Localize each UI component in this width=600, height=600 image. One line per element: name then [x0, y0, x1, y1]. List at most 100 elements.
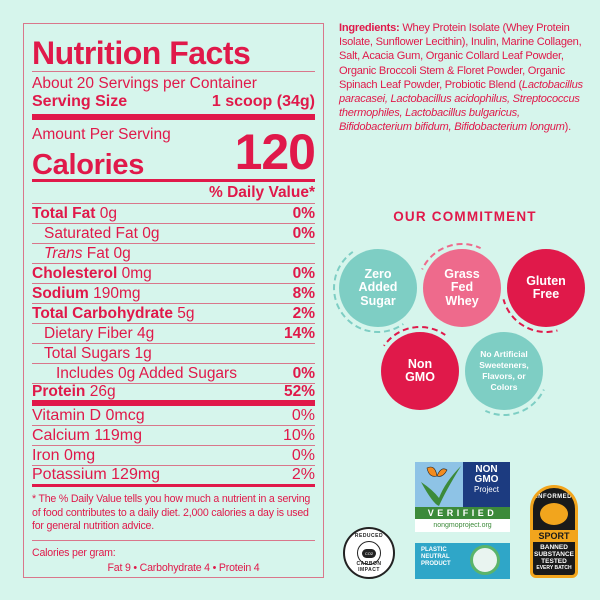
plastic-neutral-product-badge: PLASTIC NEUTRAL PRODUCT	[415, 543, 510, 579]
informed-sport-label: SPORT	[533, 530, 575, 542]
ingredients-end: ).	[564, 121, 572, 134]
plastic-line3: PRODUCT	[421, 561, 451, 567]
nutrient-amount: 26g	[89, 383, 116, 400]
commitment-label: No Artificial Sweeteners, Flavors, or Co…	[479, 349, 529, 392]
nutrient-amount: 1g	[134, 344, 152, 362]
informed-sport-badge: INFORMED SPORT BANNED SUBSTANCE TESTED E…	[530, 485, 578, 578]
plastic-line1: PLASTIC	[421, 547, 447, 553]
micronutrient-name: Vitamin D	[32, 406, 102, 424]
nutrient-name: Includes 0g Added Sugars	[56, 364, 237, 382]
nutrient-name: Trans	[44, 244, 83, 262]
globe-person-icon	[470, 545, 500, 575]
nutrient-dv: 0%	[292, 204, 315, 222]
carbon-top-text: REDUCED	[354, 533, 384, 539]
micronutrient-dv: 10%	[282, 426, 315, 444]
amount-per-serving-label: Amount Per Serving	[32, 126, 171, 143]
nongmo-line2: GMO	[474, 474, 499, 485]
nongmo-url: nongmoproject.org	[433, 522, 492, 529]
micronutrient-name: Calcium	[32, 426, 90, 444]
ingredients-label: Ingredients:	[339, 22, 400, 34]
nongmo-line3: Project	[474, 485, 499, 494]
nutrient-amount: 4g	[137, 324, 155, 342]
micronutrient-row-iron: Iron 0mg 0%	[32, 446, 315, 466]
informed-line3: TESTED	[541, 558, 567, 565]
nongmo-line1: NON	[475, 464, 498, 475]
nutrient-name-suffix: Fat	[86, 244, 110, 262]
micronutrient-amount: 129mg	[111, 466, 161, 483]
nutrient-row-total-fat: Total Fat 0g 0%	[32, 204, 315, 224]
micronutrient-row-potassium: Potassium 129mg 2%	[32, 466, 315, 487]
informed-line2: SUBSTANCE	[534, 551, 574, 558]
serving-size-label: Serving Size	[32, 93, 128, 110]
commitment-label: Grass Fed Whey	[444, 266, 480, 308]
calories-per-gram-label: Calories per gram:	[32, 546, 116, 559]
nutrient-row-total-carbohydrate: Total Carbohydrate 5g 2%	[32, 304, 315, 324]
informed-z-logo-icon	[540, 503, 568, 525]
nutrient-dv: 14%	[283, 324, 315, 342]
commitment-non-gmo: Non GMO	[381, 332, 459, 410]
commitment-gluten-free: Gluten Free	[507, 249, 585, 327]
nutrient-name: Sodium	[32, 284, 89, 302]
butterfly-leaf-icon	[415, 462, 463, 507]
commitment-label: Zero Added Sugar	[358, 266, 398, 308]
calories-value: 120	[234, 124, 316, 180]
micronutrient-amount: 0mcg	[105, 406, 145, 424]
nutrient-amount: 190mg	[93, 284, 141, 302]
nutrient-dv: 52%	[283, 383, 315, 400]
commitment-no-artificial: No Artificial Sweeteners, Flavors, or Co…	[465, 332, 543, 410]
nutrient-dv: 2%	[292, 304, 315, 322]
nutrient-row-dietary-fiber: Dietary Fiber 4g 14%	[32, 324, 315, 344]
non-gmo-project-verified-badge: NON GMO Project VERIFIED nongmoproject.o…	[415, 462, 510, 532]
nutrient-amount: 0mg	[121, 264, 152, 282]
commitment-title: OUR COMMITMENT	[393, 209, 537, 224]
nutrient-row-added-sugars: Includes 0g Added Sugars 0%	[32, 364, 315, 384]
carbon-bottom-text: CARBON IMPACT	[356, 561, 382, 573]
nutrient-row-total-sugars: Total Sugars 1g	[32, 344, 315, 364]
commitment-label: Non GMO	[405, 356, 435, 384]
calories-label: Calories	[32, 149, 145, 181]
co2-cloud-icon: CO2	[357, 541, 381, 565]
serving-size-row: Serving Size 1 scoop (34g)	[32, 93, 315, 120]
calories-block: Amount Per Serving Calories 120	[32, 120, 316, 182]
nutrient-amount: 0g	[99, 204, 117, 222]
nutrition-facts-title: Nutrition Facts	[32, 36, 315, 72]
nutrient-name: Total Fat	[32, 204, 96, 222]
nutrient-row-cholesterol: Cholesterol 0mg 0%	[32, 264, 315, 284]
micronutrient-amount: 0mg	[64, 446, 96, 464]
nongmo-verified: VERIFIED	[415, 507, 510, 519]
nutrient-name: Cholesterol	[32, 264, 118, 282]
nutrient-name: Total Carbohydrate	[32, 304, 173, 322]
nutrient-name: Dietary Fiber	[44, 324, 133, 342]
ingredients-probiotics: Lactobacillus paracasei, Lactobacillus a…	[339, 78, 583, 134]
nutrient-name: Protein	[32, 383, 86, 400]
nutrition-facts-panel: Nutrition Facts About 20 Servings per Co…	[23, 23, 324, 578]
commitment-label: Gluten Free	[526, 273, 566, 301]
nutrient-row-saturated-fat: Saturated Fat 0g 0%	[32, 224, 315, 244]
daily-value-footnote: * The % Daily Value tells you how much a…	[32, 493, 315, 541]
informed-title: INFORMED	[536, 494, 572, 500]
nutrient-name: Saturated Fat	[44, 224, 138, 242]
nutrient-row-protein: Protein 26g 52%	[32, 383, 315, 406]
nutrient-amount: 5g	[177, 304, 195, 322]
informed-line1: BANNED	[540, 544, 568, 551]
co2-label: CO2	[362, 548, 376, 558]
ingredients-block: Ingredients: Whey Protein Isolate (Whey …	[339, 21, 589, 135]
ingredients-text: Whey Protein Isolate (Whey Protein Isola…	[339, 22, 582, 91]
micronutrient-amount: 119mg	[94, 426, 142, 444]
nutrient-amount: 0g	[142, 224, 160, 242]
nutrient-amount: 0g	[113, 244, 131, 262]
servings-per-container: About 20 Servings per Container	[32, 75, 257, 92]
nutrient-row-trans-fat: Trans Fat 0g	[32, 244, 315, 264]
serving-size-value: 1 scoop (34g)	[211, 93, 315, 110]
micronutrient-dv: 0%	[291, 446, 315, 464]
commitment-grass-fed-whey: Grass Fed Whey	[423, 249, 501, 327]
micronutrient-row-calcium: Calcium 119mg 10%	[32, 426, 315, 446]
micronutrient-name: Iron	[32, 446, 60, 464]
micronutrient-row-vitamin-d: Vitamin D 0mcg 0%	[32, 406, 315, 426]
micronutrient-dv: 2%	[291, 466, 315, 483]
micronutrient-dv: 0%	[291, 406, 315, 424]
calories-per-gram-values: Fat 9 • Carbohydrate 4 • Protein 4	[107, 561, 260, 574]
nutrient-name: Total Sugars	[44, 344, 131, 362]
informed-line4: EVERY BATCH	[536, 565, 572, 571]
nutrient-row-sodium: Sodium 190mg 8%	[32, 284, 315, 304]
